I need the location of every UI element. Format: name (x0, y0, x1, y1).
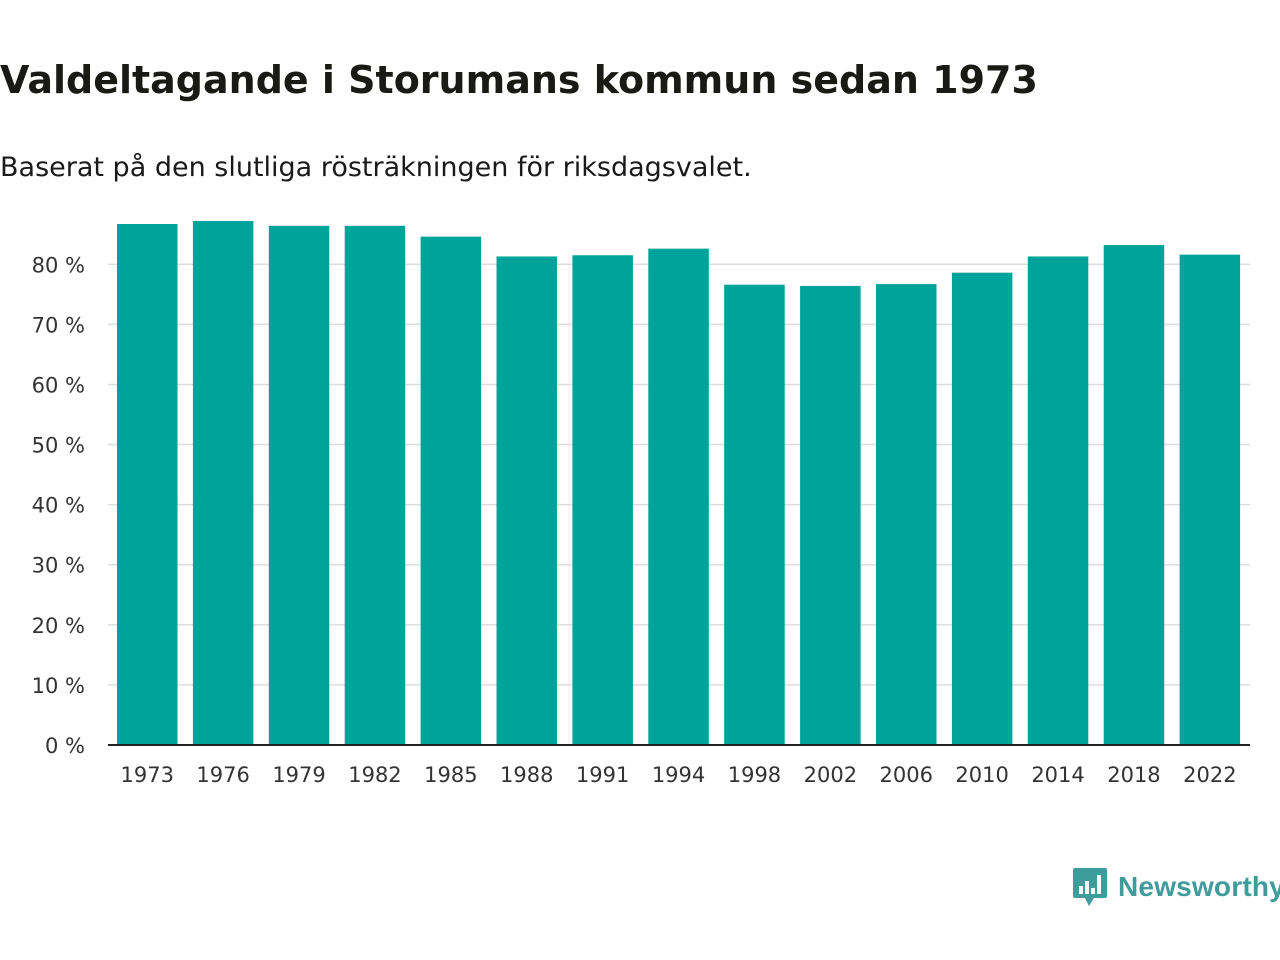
bar-1988[interactable] (496, 256, 558, 745)
bar-2006[interactable] (876, 284, 937, 745)
x-tick-label: 1988 (500, 763, 553, 787)
bar-2010[interactable] (951, 272, 1013, 745)
bar-2018[interactable] (1103, 245, 1165, 746)
y-tick-label: 20 % (32, 614, 85, 638)
x-tick-label: 1994 (652, 763, 705, 787)
y-tick-label: 0 % (45, 734, 85, 758)
x-tick-label: 2010 (955, 763, 1008, 787)
bar-1998[interactable] (724, 284, 785, 745)
brand-logo: Newsworthy (1072, 866, 1280, 908)
bar-1985[interactable] (420, 236, 482, 746)
x-tick-label: 1998 (728, 763, 781, 787)
x-tick-label: 1982 (348, 763, 401, 787)
y-tick-label: 40 % (32, 494, 85, 518)
y-tick-label: 60 % (32, 373, 85, 397)
bar-2002[interactable] (800, 285, 861, 745)
bar-1976[interactable] (192, 221, 254, 745)
y-tick-label: 10 % (32, 674, 85, 698)
bar-2022[interactable] (1179, 254, 1241, 746)
y-tick-label: 80 % (32, 253, 85, 277)
x-tick-label: 1979 (272, 763, 325, 787)
x-axis-ticks: 1973 1976 1979 1982 1985 1988 1991 1994 1998 2002… (121, 763, 1237, 787)
x-tick-label: 2006 (880, 763, 933, 787)
y-tick-label: 50 % (32, 434, 85, 458)
bar-1991[interactable] (572, 255, 633, 745)
bars (117, 221, 1241, 746)
x-tick-label: 1991 (576, 763, 629, 787)
bar-1994[interactable] (648, 248, 709, 745)
y-tick-label: 70 % (32, 313, 85, 337)
bar-1982[interactable] (344, 225, 406, 745)
y-tick-label: 30 % (32, 554, 85, 578)
bar-2014[interactable] (1027, 256, 1089, 745)
x-tick-label: 2018 (1107, 763, 1160, 787)
bar-1979[interactable] (268, 225, 330, 745)
x-tick-label: 1985 (424, 763, 477, 787)
chart-subtitle: Baserat på den slutliga rösträkningen fö… (0, 152, 752, 183)
brand-name: Newsworthy (1118, 871, 1280, 902)
x-tick-label: 2002 (804, 763, 857, 787)
x-tick-label: 1973 (121, 763, 174, 787)
x-tick-label: 2022 (1183, 763, 1236, 787)
bar-1973[interactable] (117, 224, 178, 746)
chart-title: Valdeltagande i Storumans kommun sedan 1… (0, 58, 1038, 102)
x-tick-label: 2014 (1031, 763, 1084, 787)
y-axis-ticks: 0 % 10 % 20 % 30 % 40 % 50 % 60 % 70 % 80 % (32, 253, 85, 758)
newsworthy-bar-chart-icon (1073, 868, 1107, 906)
x-tick-label: 1976 (196, 763, 249, 787)
